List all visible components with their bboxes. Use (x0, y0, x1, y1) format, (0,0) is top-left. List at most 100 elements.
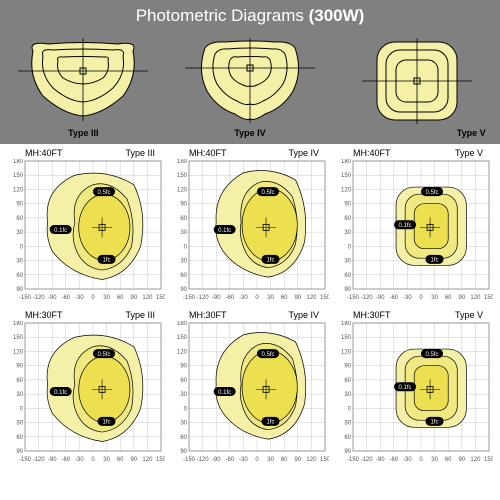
svg-text:0: 0 (20, 406, 24, 412)
svg-text:30: 30 (344, 421, 351, 427)
svg-text:120: 120 (306, 295, 317, 301)
svg-text:180: 180 (341, 321, 352, 327)
chart-30-5: MH:30FTType V 0.1fc0.5fc1fc-150-120-90-6… (335, 310, 493, 468)
svg-text:150: 150 (13, 173, 24, 179)
svg-text:0.5fc: 0.5fc (261, 352, 274, 358)
top-label-3: Type III (68, 128, 98, 138)
svg-text:120: 120 (470, 295, 481, 301)
svg-text:60: 60 (445, 457, 452, 463)
svg-text:0: 0 (348, 244, 352, 250)
top-diagram-row: Type III Type IV (0, 32, 500, 144)
svg-text:-90: -90 (48, 457, 57, 463)
header-panel: Photometric Diagrams (300W) Type III (0, 0, 500, 144)
svg-text:30: 30 (103, 457, 110, 463)
svg-text:-90: -90 (212, 295, 221, 301)
svg-text:120: 120 (341, 187, 352, 193)
mh-label: MH:30FT (353, 310, 391, 320)
svg-text:150: 150 (156, 457, 165, 463)
svg-text:60: 60 (445, 295, 452, 301)
svg-text:60: 60 (281, 295, 288, 301)
svg-text:-120: -120 (197, 457, 210, 463)
mh-label: MH:40FT (353, 148, 391, 158)
svg-text:90: 90 (130, 457, 137, 463)
svg-text:150: 150 (177, 173, 188, 179)
top-diagram-type4: Type IV (175, 36, 325, 138)
diagram-type3-svg (8, 36, 158, 126)
svg-text:120: 120 (306, 457, 317, 463)
svg-text:-120: -120 (197, 295, 210, 301)
svg-text:0: 0 (184, 406, 188, 412)
diagram-type5-svg (342, 36, 492, 126)
svg-text:0: 0 (20, 244, 24, 250)
svg-text:60: 60 (344, 378, 351, 384)
type-label: Type III (125, 148, 155, 158)
svg-text:1fc: 1fc (103, 258, 111, 264)
svg-text:60: 60 (180, 378, 187, 384)
title-pre: Photometric Diagrams (136, 6, 309, 25)
svg-text:120: 120 (341, 349, 352, 355)
svg-text:-150: -150 (183, 295, 196, 301)
svg-text:0.1fc: 0.1fc (218, 228, 231, 234)
svg-text:90: 90 (180, 449, 187, 455)
chart-40-4: MH:40FTType IV 0.1fc0.5fc1fc-150-120-90-… (171, 148, 329, 306)
svg-text:90: 90 (180, 287, 187, 293)
svg-text:180: 180 (13, 321, 24, 327)
svg-text:0.5fc: 0.5fc (425, 352, 438, 358)
svg-text:30: 30 (16, 259, 23, 265)
svg-text:0: 0 (184, 244, 188, 250)
svg-text:-120: -120 (33, 457, 46, 463)
chart-svg: 0.1fc0.5fc1fc-150-120-90-60-300306090120… (171, 321, 329, 463)
svg-text:90: 90 (294, 457, 301, 463)
svg-text:0.1fc: 0.1fc (218, 390, 231, 396)
svg-text:90: 90 (344, 364, 351, 370)
diagram-type4-svg (175, 36, 325, 126)
svg-text:30: 30 (344, 259, 351, 265)
svg-text:30: 30 (180, 392, 187, 398)
svg-text:90: 90 (16, 364, 23, 370)
svg-text:90: 90 (16, 449, 23, 455)
svg-text:0.1fc: 0.1fc (54, 390, 67, 396)
svg-text:150: 150 (177, 335, 188, 341)
svg-text:30: 30 (431, 457, 438, 463)
svg-text:-30: -30 (403, 295, 412, 301)
svg-text:0.5fc: 0.5fc (425, 190, 438, 196)
chart-svg: 0.1fc0.5fc1fc-150-120-90-60-300306090120… (7, 321, 165, 463)
svg-text:60: 60 (180, 435, 187, 441)
top-diagram-type5: Type V (342, 36, 492, 138)
svg-text:150: 150 (484, 457, 493, 463)
svg-text:150: 150 (320, 295, 329, 301)
svg-text:30: 30 (180, 421, 187, 427)
svg-text:90: 90 (180, 364, 187, 370)
svg-text:60: 60 (281, 457, 288, 463)
type-label: Type IV (288, 310, 319, 320)
svg-text:180: 180 (13, 159, 24, 165)
svg-text:60: 60 (16, 378, 23, 384)
svg-text:120: 120 (177, 349, 188, 355)
svg-text:0: 0 (348, 406, 352, 412)
svg-text:30: 30 (16, 421, 23, 427)
svg-text:0.1fc: 0.1fc (54, 228, 67, 234)
svg-text:0: 0 (255, 295, 259, 301)
svg-text:0: 0 (91, 295, 95, 301)
svg-text:-90: -90 (212, 457, 221, 463)
svg-text:-150: -150 (183, 457, 196, 463)
svg-text:120: 120 (470, 457, 481, 463)
svg-text:60: 60 (16, 435, 23, 441)
svg-text:1fc: 1fc (267, 420, 275, 426)
svg-text:-90: -90 (376, 295, 385, 301)
chart-40-5: MH:40FTType V 0.1fc0.5fc1fc-150-120-90-6… (335, 148, 493, 306)
svg-text:90: 90 (344, 202, 351, 208)
title-bold: (300W) (309, 6, 365, 25)
svg-text:120: 120 (13, 187, 24, 193)
svg-text:180: 180 (177, 321, 188, 327)
svg-text:90: 90 (344, 287, 351, 293)
svg-text:1fc: 1fc (431, 420, 439, 426)
svg-text:1fc: 1fc (103, 420, 111, 426)
chart-row-30ft: MH:30FTType III 0.1fc0.5fc1fc-150-120-90… (4, 310, 496, 468)
svg-text:60: 60 (344, 435, 351, 441)
top-label-5: Type V (457, 128, 486, 138)
type-label: Type III (125, 310, 155, 320)
svg-text:60: 60 (16, 216, 23, 222)
svg-text:60: 60 (180, 216, 187, 222)
chart-40-3: MH:40FTType III 0.1fc0.5fc1fc-150-120-90… (7, 148, 165, 306)
